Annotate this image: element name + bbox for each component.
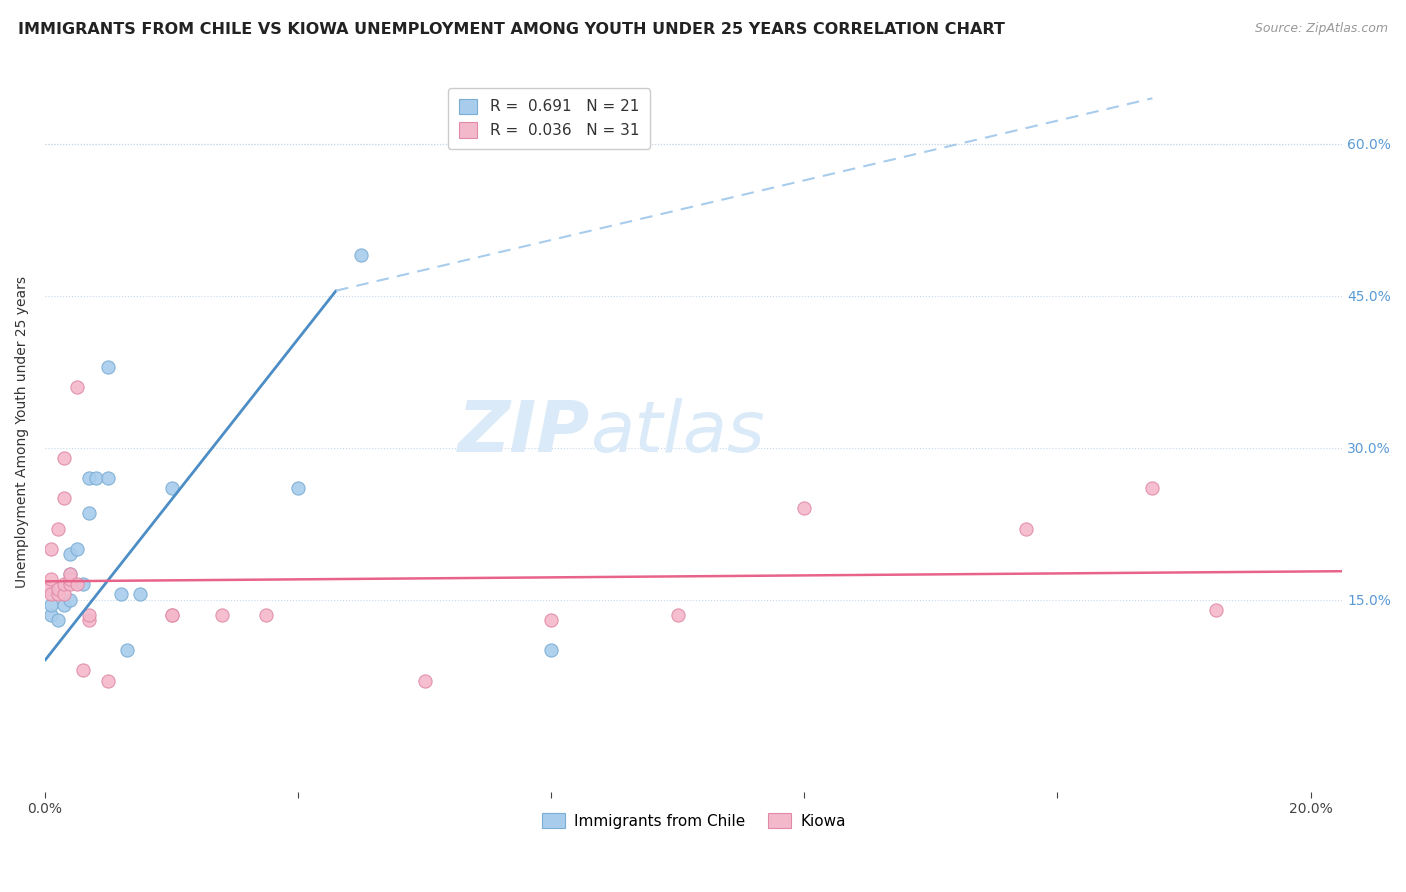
- Point: [65, 541, 87, 556]
- Point: [77, 507, 100, 521]
- Point: [72, 577, 94, 591]
- Point: [52, 491, 75, 506]
- Point: [37, 582, 59, 597]
- Text: Source: ZipAtlas.com: Source: ZipAtlas.com: [1254, 22, 1388, 36]
- Point: [39, 541, 62, 556]
- Point: [65, 380, 87, 394]
- Point: [793, 501, 815, 516]
- Point: [52, 450, 75, 465]
- Point: [1015, 522, 1038, 536]
- Y-axis label: Unemployment Among Youth under 25 years: Unemployment Among Youth under 25 years: [15, 277, 30, 589]
- Text: atlas: atlas: [591, 398, 765, 467]
- Text: ZIP: ZIP: [457, 398, 591, 467]
- Point: [160, 607, 183, 622]
- Point: [97, 359, 120, 374]
- Point: [72, 664, 94, 678]
- Point: [59, 567, 82, 582]
- Point: [256, 607, 278, 622]
- Point: [211, 607, 233, 622]
- Point: [77, 613, 100, 627]
- Point: [540, 613, 562, 627]
- Point: [65, 577, 87, 591]
- Legend: Immigrants from Chile, Kiowa: Immigrants from Chile, Kiowa: [536, 806, 852, 835]
- Point: [46, 613, 69, 627]
- Point: [39, 607, 62, 622]
- Point: [39, 587, 62, 601]
- Point: [59, 547, 82, 561]
- Point: [350, 248, 373, 262]
- Point: [128, 587, 150, 601]
- Point: [52, 587, 75, 601]
- Point: [1142, 481, 1164, 495]
- Point: [110, 587, 132, 601]
- Point: [46, 582, 69, 597]
- Point: [160, 481, 183, 495]
- Text: IMMIGRANTS FROM CHILE VS KIOWA UNEMPLOYMENT AMONG YOUTH UNDER 25 YEARS CORRELATI: IMMIGRANTS FROM CHILE VS KIOWA UNEMPLOYM…: [18, 22, 1005, 37]
- Point: [77, 471, 100, 485]
- Point: [59, 567, 82, 582]
- Point: [413, 673, 436, 688]
- Point: [52, 598, 75, 612]
- Point: [666, 607, 689, 622]
- Point: [97, 673, 120, 688]
- Point: [46, 522, 69, 536]
- Point: [59, 592, 82, 607]
- Point: [39, 572, 62, 586]
- Point: [115, 643, 138, 657]
- Point: [287, 481, 309, 495]
- Point: [1205, 603, 1227, 617]
- Point: [540, 643, 562, 657]
- Point: [52, 577, 75, 591]
- Point: [160, 607, 183, 622]
- Point: [77, 607, 100, 622]
- Point: [39, 598, 62, 612]
- Point: [84, 471, 107, 485]
- Point: [46, 587, 69, 601]
- Point: [97, 471, 120, 485]
- Point: [59, 577, 82, 591]
- Point: [59, 572, 82, 586]
